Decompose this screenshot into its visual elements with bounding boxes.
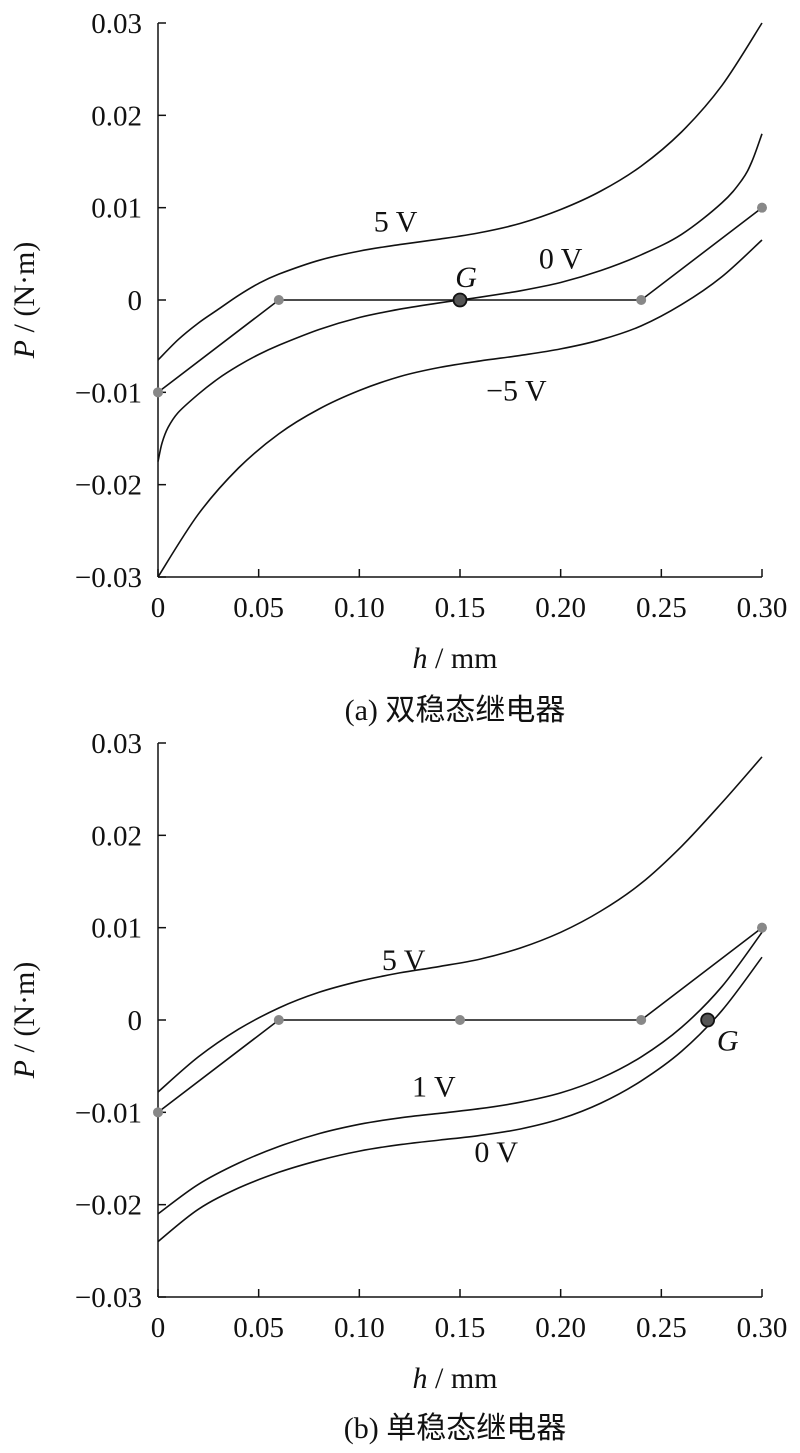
chart-a-xtick-label: 0 <box>151 592 166 624</box>
chart-b-path-point <box>757 922 767 933</box>
chart-a-xtick-label: 0.15 <box>435 592 486 624</box>
chart-b-ytick-label: 0.01 <box>91 913 142 945</box>
chart-a-series-0-line <box>157 22 763 361</box>
chart-b-ylabel: P / (N·m) <box>8 962 41 1080</box>
chart-b-series-2-line <box>157 956 763 1243</box>
chart-b-xtick-label: 0 <box>151 1312 166 1344</box>
chart-b-annotation: 1 V <box>412 1070 456 1103</box>
chart-a-path-point <box>636 295 647 305</box>
chart-a-annotation: G <box>455 261 477 294</box>
chart-b-xlabel: h / mm <box>412 1362 497 1395</box>
chart-b-xtick-label: 0.05 <box>233 1312 284 1344</box>
chart-a-path-point <box>273 295 284 305</box>
chart-a-xtick-label: 0.20 <box>535 592 586 624</box>
chart-b-series-1-line <box>157 931 763 1215</box>
chart-a-ytick-label: 0 <box>128 285 143 317</box>
chart-a-ytick-label: −0.03 <box>75 562 142 594</box>
chart-b-ytick-label: −0.02 <box>75 1190 142 1222</box>
chart-a-path-point <box>757 202 767 213</box>
chart-a-annotation: 0 V <box>539 242 583 275</box>
chart-b-path-point <box>273 1015 284 1025</box>
chart-a-ylabel: P / (N·m) <box>8 242 41 360</box>
chart-a-series-2-line <box>157 239 763 578</box>
chart-b-points <box>153 922 767 1118</box>
chart-a-equilibrium-point <box>452 292 468 308</box>
chart-b-ytick-label: −0.01 <box>75 1097 142 1129</box>
chart-a-path-point <box>153 387 163 398</box>
chart-a-xtick-label: 0.05 <box>233 592 284 624</box>
chart-b-ytick-label: 0.03 <box>91 728 142 760</box>
chart-a-annotation: −5 V <box>486 374 547 407</box>
chart-a-xtick-label: 0.30 <box>737 592 788 624</box>
chart-b-ticks: 0.03 0.02 0.01 0 −0.01 −0.02 −0.03 0 0.05 0.10 0.1… <box>75 728 787 1344</box>
chart-b-path-point <box>153 1107 163 1118</box>
chart-b-annotation: 0 V <box>474 1136 518 1169</box>
chart-b-ytick-label: 0 <box>128 1005 143 1037</box>
chart-b-path-point <box>455 1015 465 1025</box>
chart-a-xlabel: h / mm <box>412 642 497 675</box>
chart-a-ticks: 0.03 0.02 0.01 0 −0.01 −0.02 −0.03 0 0.05 0.10 0.1… <box>75 8 787 624</box>
chart-a-ytick-label: −0.01 <box>75 377 142 409</box>
chart-b-xtick-label: 0.10 <box>334 1312 385 1344</box>
chart-b-series-0-line <box>157 756 763 1093</box>
chart-a-ytick-label: 0.02 <box>91 100 142 132</box>
chart-b-annotation: G <box>717 1024 739 1057</box>
chart-b-ytick-label: 0.02 <box>91 820 142 852</box>
chart-b-xtick-label: 0.20 <box>535 1312 586 1344</box>
chart-b-xtick-label: 0.15 <box>435 1312 486 1344</box>
chart-b-caption: (b) 单稳态继电器 <box>344 1412 566 1445</box>
chart-a-series-1-line <box>157 133 763 462</box>
chart-a-ytick-label: 0.01 <box>91 193 142 225</box>
chart-b-xtick-label: 0.25 <box>636 1312 687 1344</box>
chart-b-annotations: 5 V 1 V 0 V G <box>382 944 739 1169</box>
chart-b-equilibrium-point <box>700 1012 716 1028</box>
chart-a: 0.03 0.02 0.01 0 −0.01 −0.02 −0.03 0 0.05 0.10 0.1… <box>8 8 787 727</box>
chart-b-ytick-label: −0.03 <box>75 1282 142 1314</box>
chart-b-xtick-label: 0.30 <box>737 1312 788 1344</box>
chart-a-xtick-label: 0.10 <box>334 592 385 624</box>
chart-a-annotation: 5 V <box>374 206 418 239</box>
chart-a-ytick-label: −0.02 <box>75 470 142 502</box>
chart-b-annotation: 5 V <box>382 944 426 977</box>
chart-b: 0.03 0.02 0.01 0 −0.01 −0.02 −0.03 0 0.05 0.10 0.1… <box>8 728 787 1445</box>
chart-a-points <box>153 202 767 398</box>
chart-a-xtick-label: 0.25 <box>636 592 687 624</box>
chart-b-path-point <box>636 1015 647 1025</box>
chart-b-curves <box>157 756 763 1243</box>
chart-a-ytick-label: 0.03 <box>91 8 142 40</box>
chart-a-annotations: 5 V 0 V −5 V G <box>374 206 583 408</box>
chart-a-caption: (a) 双稳态继电器 <box>345 694 566 727</box>
